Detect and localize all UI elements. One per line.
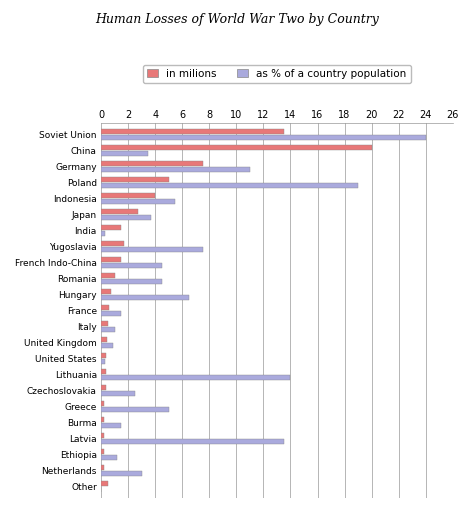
Bar — [101, 263, 162, 268]
Bar — [101, 295, 189, 300]
Bar — [101, 321, 108, 326]
Bar — [101, 241, 124, 246]
Bar — [101, 311, 121, 316]
Bar — [101, 439, 284, 444]
Bar — [101, 369, 106, 374]
Text: Human Losses of World War Two by Country: Human Losses of World War Two by Country — [95, 13, 379, 26]
Bar — [101, 161, 202, 166]
Bar — [101, 145, 372, 150]
Bar — [101, 338, 107, 342]
Bar — [101, 423, 121, 428]
Bar — [101, 401, 104, 406]
Bar — [101, 279, 162, 284]
Bar — [101, 305, 109, 310]
Legend: in milions, as % of a country population: in milions, as % of a country population — [143, 65, 410, 83]
Bar — [101, 177, 169, 182]
Bar — [101, 215, 151, 220]
Bar — [101, 167, 250, 172]
Bar — [101, 225, 121, 230]
Bar — [101, 193, 155, 198]
Bar — [101, 407, 169, 412]
Bar — [101, 465, 104, 470]
Bar — [101, 385, 106, 390]
Bar — [101, 455, 117, 460]
Bar — [101, 433, 104, 438]
Bar — [101, 183, 358, 188]
Bar — [101, 257, 121, 262]
Bar — [101, 129, 284, 134]
Bar — [101, 209, 137, 214]
Bar — [101, 343, 113, 348]
Bar — [101, 273, 115, 278]
Bar — [101, 471, 142, 476]
Bar — [101, 327, 115, 332]
Bar — [101, 151, 148, 155]
Bar — [101, 199, 175, 204]
Bar — [101, 375, 291, 380]
Bar — [101, 247, 202, 252]
Bar — [101, 391, 135, 396]
Bar — [101, 418, 104, 422]
Bar — [101, 231, 105, 236]
Bar — [101, 482, 108, 486]
Bar — [101, 135, 426, 140]
Bar — [101, 289, 111, 294]
Bar — [101, 353, 107, 358]
Bar — [101, 359, 105, 364]
Bar — [101, 449, 104, 455]
